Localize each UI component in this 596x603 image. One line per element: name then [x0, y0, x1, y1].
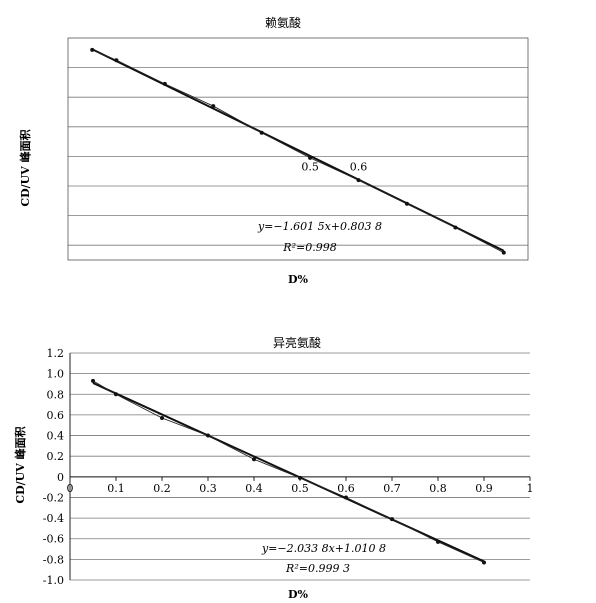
chart-2-x-tick-label: 0.5	[291, 482, 309, 495]
chart-2-x-tick-label: 0.6	[337, 482, 355, 495]
chart-1-data-point	[211, 104, 216, 109]
chart-isoleucine: 异亮氨酸 1.21.00.80.60.40.20-0.2-0.4-0.6-0.8…	[13, 335, 534, 601]
chart-2-y-axis-title: CD/UV 峰面积	[13, 426, 27, 503]
chart-1-data-point	[501, 250, 506, 255]
chart-2-x-tick-label: 0	[67, 482, 74, 495]
chart-2-data-point	[344, 495, 348, 500]
chart-1-equation: y=−1.601 5x+0.803 8	[257, 220, 382, 233]
chart-2-y-tick-label: 0.4	[47, 430, 65, 443]
chart-1-series-line	[92, 49, 504, 253]
chart-2-data-point	[482, 560, 486, 565]
chart-2-data-point	[252, 457, 256, 462]
chart-2-data-point	[298, 475, 302, 480]
chart-2-x-tick-label: 0.1	[107, 482, 125, 495]
chart-2-x-tick-label: 0.2	[153, 482, 171, 495]
chart-2-y-tick-label: 1.2	[47, 347, 65, 360]
chart-lysine: 赖氨酸 0.5 0.6 y=−1.601 5x+0.803 8 R²=0.998 …	[18, 15, 529, 286]
chart-1-data-point	[404, 201, 409, 206]
chart-1-data-point	[259, 130, 264, 135]
chart-2-data-point	[91, 378, 95, 383]
chart-2-trendline	[92, 382, 485, 563]
chart-1-series	[90, 47, 506, 255]
chart-1-data-point	[90, 47, 95, 52]
chart-1-data-point	[308, 155, 313, 160]
chart-2-y-tick-label: -0.2	[43, 491, 64, 504]
chart-2-y-tick-label: -0.4	[43, 512, 64, 525]
chart-2-y-tick-label: -1.0	[43, 574, 64, 587]
chart-2-y-tick-label: 0.8	[47, 388, 65, 401]
chart-1-data-point	[356, 178, 361, 183]
chart-1-data-point	[114, 58, 119, 63]
chart-2-data-point	[114, 392, 118, 397]
chart-1-y-axis-title: CD/UV 峰面积	[18, 129, 32, 206]
chart-2-data-point	[160, 416, 164, 421]
chart-1-title: 赖氨酸	[265, 15, 301, 30]
chart-2-equation: y=−2.033 8x+1.010 8	[261, 542, 386, 555]
chart-2-x-tick-label: 0.9	[475, 482, 493, 495]
chart-2-data-point	[436, 539, 440, 544]
chart-2-y-tick-label: 0	[57, 471, 64, 484]
chart-2-y-tick-label: 0.6	[47, 409, 65, 422]
chart-2-y-tick-labels: 1.2 1.0 0.8 0.6 0.4 0.2 0 -0.2 -0.4 -0.6 -0.8 -1.0	[43, 347, 64, 587]
chart-2-y-tick-label: 0.2	[47, 450, 65, 463]
chart-2-data-point	[390, 517, 394, 522]
chart-1-data-point	[162, 81, 167, 86]
chart-2-x-tick-label: 0.8	[429, 482, 447, 495]
chart-2-x-tick-labels: 0 0.1 0.2 0.3 0.4 0.5 0.6 0.7 0.8 0.9 1	[67, 482, 534, 495]
chart-1-x-tick-labels: 0.5 0.6	[301, 160, 367, 173]
chart-2-x-tick-label: 0.3	[199, 482, 217, 495]
chart-2-r-squared: R²=0.999 3	[285, 562, 350, 575]
chart-2-x-axis-title: D%	[288, 588, 309, 601]
chart-1-gridlines	[68, 67, 528, 246]
chart-2-series	[91, 378, 486, 565]
chart-1-r-squared: R²=0.998	[282, 241, 336, 254]
chart-1-x-axis-title: D%	[288, 273, 309, 286]
chart-2-y-tick-label: -0.8	[43, 553, 64, 566]
chart-2-x-tick-label: 1	[527, 482, 534, 495]
chart-1-plot-frame	[67, 37, 529, 261]
chart-2-x-tick-label: 0.4	[245, 482, 263, 495]
chart-2-title: 异亮氨酸	[273, 335, 321, 350]
chart-1-x-tick-label: 0.6	[350, 160, 368, 173]
chart-2-data-point	[206, 433, 210, 438]
chart-2-series-line	[92, 380, 485, 563]
chart-2-gridlines	[69, 352, 531, 581]
chart-2-y-tick-label: -0.6	[43, 533, 64, 546]
chart-1-data-point	[453, 225, 458, 230]
chart-2-y-tick-label: 1.0	[47, 368, 65, 381]
chart-2-x-tick-label: 0.7	[383, 482, 401, 495]
chart-1-x-tick-label: 0.5	[301, 160, 319, 173]
